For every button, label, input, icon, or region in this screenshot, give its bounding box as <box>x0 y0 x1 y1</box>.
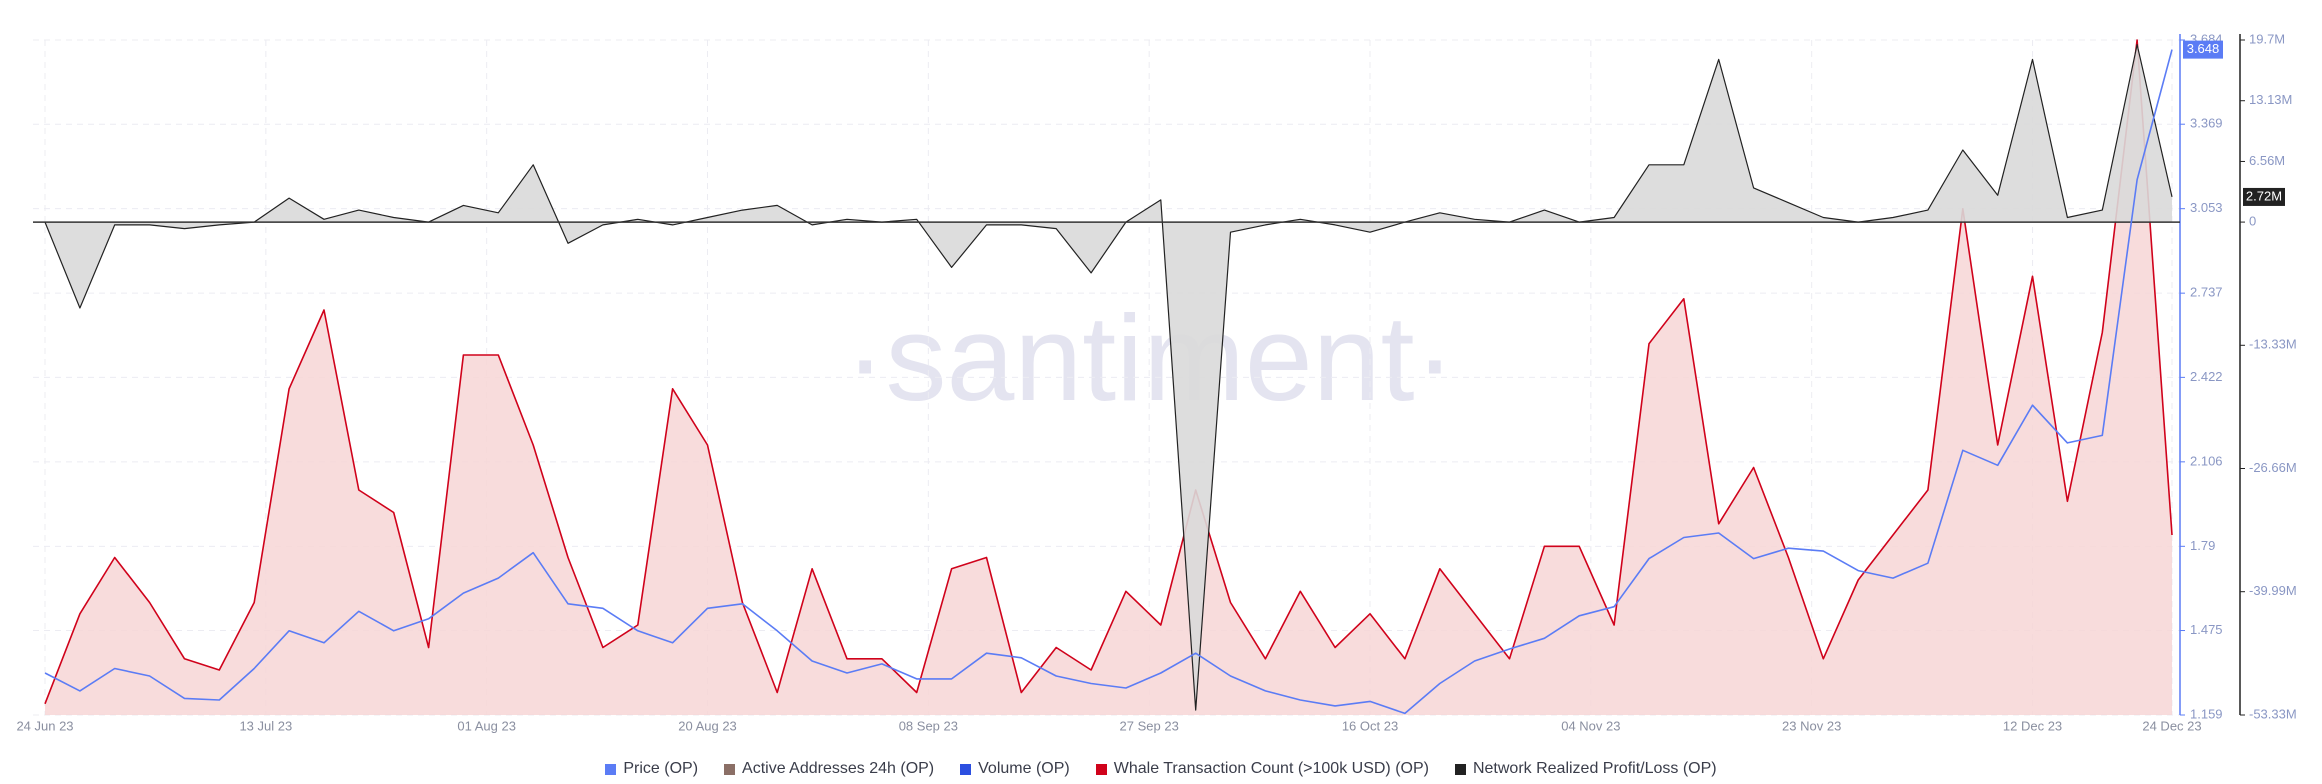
legend: Price (OP) Active Addresses 24h (OP) Volum… <box>0 756 2322 782</box>
line <box>44 44 2173 711</box>
x-tick-label: 08 Sep 23 <box>899 718 958 733</box>
y2-tick-label: -39.99M <box>2249 583 2297 598</box>
y-tick-label: 1.159 <box>2190 706 2223 721</box>
x-tick-label: 12 Dec 23 <box>2003 718 2062 733</box>
legend-item[interactable]: Volume (OP) <box>960 760 1070 778</box>
legend-swatch <box>605 763 617 775</box>
y2-tick-label: -13.33M <box>2249 337 2297 352</box>
area <box>45 44 2172 711</box>
x-tick-label: 24 Jun 23 <box>16 718 73 733</box>
legend-label: Whale Transaction Count (>100k USD) (OP) <box>1113 760 1429 777</box>
y-tick-label: 2.422 <box>2190 369 2223 384</box>
x-tick-label: 27 Sep 23 <box>1120 718 1179 733</box>
legend-item[interactable]: Price (OP) <box>605 760 698 778</box>
watermark: ·santiment· <box>845 290 1455 426</box>
y2-tick-label: -26.66M <box>2249 460 2297 475</box>
x-tick-label: 20 Aug 23 <box>678 718 737 733</box>
y-tick-label: 3.053 <box>2190 200 2223 215</box>
legend-swatch <box>1095 763 1107 775</box>
x-tick-label: 16 Oct 23 <box>1342 718 1398 733</box>
legend-item[interactable]: Network Realized Profit/Loss (OP) <box>1454 760 1717 778</box>
y-tick-label: 1.79 <box>2190 538 2215 553</box>
legend-item[interactable]: Active Addresses 24h (OP) <box>724 760 934 778</box>
legend-item[interactable]: Whale Transaction Count (>100k USD) (OP) <box>1095 760 1429 778</box>
x-tick-label: 01 Aug 23 <box>457 718 516 733</box>
y-tick-label: 2.106 <box>2190 453 2223 468</box>
y2-tick-label: 6.56M <box>2249 153 2285 168</box>
legend-label: Active Addresses 24h (OP) <box>742 760 935 777</box>
last-value-label: 3.648 <box>2187 41 2220 56</box>
y2-tick-label: 19.7M <box>2249 31 2285 46</box>
last-value-marker <box>2183 40 2223 59</box>
line <box>44 49 2173 715</box>
chart: ·santiment· 1.159 1.475 1.79 2.106 2.422 2.73… <box>16 31 2297 733</box>
line <box>44 39 2173 705</box>
area <box>45 40 2172 715</box>
y2-tick-label: 0 <box>2249 214 2256 229</box>
legend-swatch <box>724 763 736 775</box>
legend-label: Network Realized Profit/Loss (OP) <box>1472 760 1717 777</box>
last-value-label: 2.72M <box>2246 188 2282 203</box>
y-tick-label: 2.737 <box>2190 285 2223 300</box>
x-tick-label: 23 Nov 23 <box>1782 718 1841 733</box>
y-tick-label: 1.475 <box>2190 622 2223 637</box>
legend-label: Volume (OP) <box>978 760 1070 777</box>
legend-swatch <box>1454 763 1466 775</box>
y-tick-label: 3.369 <box>2190 116 2223 131</box>
x-tick-label: 13 Jul 23 <box>239 718 292 733</box>
legend-swatch <box>960 763 972 775</box>
legend-label: Price (OP) <box>623 760 699 777</box>
last-value-marker <box>2243 187 2285 206</box>
x-tick-label: 24 Dec 23 <box>2142 718 2201 733</box>
x-tick-label: 04 Nov 23 <box>1561 718 1620 733</box>
y2-tick-label: -53.33M <box>2249 706 2297 721</box>
y2-tick-label: 13.13M <box>2249 92 2292 107</box>
